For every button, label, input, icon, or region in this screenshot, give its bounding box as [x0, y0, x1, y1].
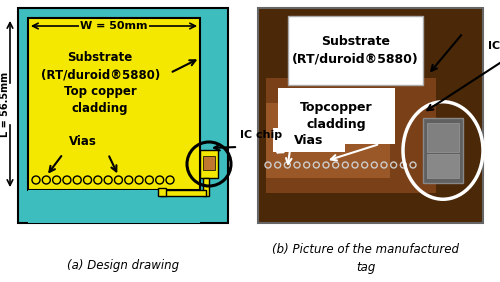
Text: W = 50mm: W = 50mm — [80, 21, 148, 31]
Bar — [203, 156, 215, 170]
Text: (b) Picture of the manufactured
tag: (b) Picture of the manufactured tag — [272, 243, 459, 274]
Bar — [28, 190, 200, 223]
Bar — [288, 16, 423, 85]
Text: Substrate
(RT/duroid®5880)
Top copper
cladding: Substrate (RT/duroid®5880) Top copper cl… — [40, 51, 160, 115]
Text: IC chip: IC chip — [240, 130, 282, 140]
Bar — [266, 78, 436, 193]
Bar — [160, 190, 206, 196]
Text: L = 56.5mm: L = 56.5mm — [0, 71, 10, 136]
Text: Substrate
(RT/duroid®5880): Substrate (RT/duroid®5880) — [292, 36, 419, 65]
Text: IC chip: IC chip — [488, 41, 500, 51]
Bar — [427, 154, 459, 179]
Text: Vias: Vias — [69, 135, 97, 148]
Bar — [258, 8, 483, 223]
Text: Vias: Vias — [294, 133, 324, 147]
Text: Topcopper
cladding: Topcopper cladding — [300, 101, 373, 131]
Bar — [158, 188, 166, 196]
Bar — [423, 118, 463, 183]
Bar — [28, 18, 200, 190]
Bar — [18, 8, 228, 223]
Bar — [278, 88, 395, 144]
Bar — [427, 123, 459, 152]
Bar — [266, 103, 390, 178]
Bar — [200, 150, 218, 178]
Text: (a) Design drawing: (a) Design drawing — [67, 259, 179, 272]
Bar — [203, 178, 209, 196]
Bar — [273, 128, 345, 152]
